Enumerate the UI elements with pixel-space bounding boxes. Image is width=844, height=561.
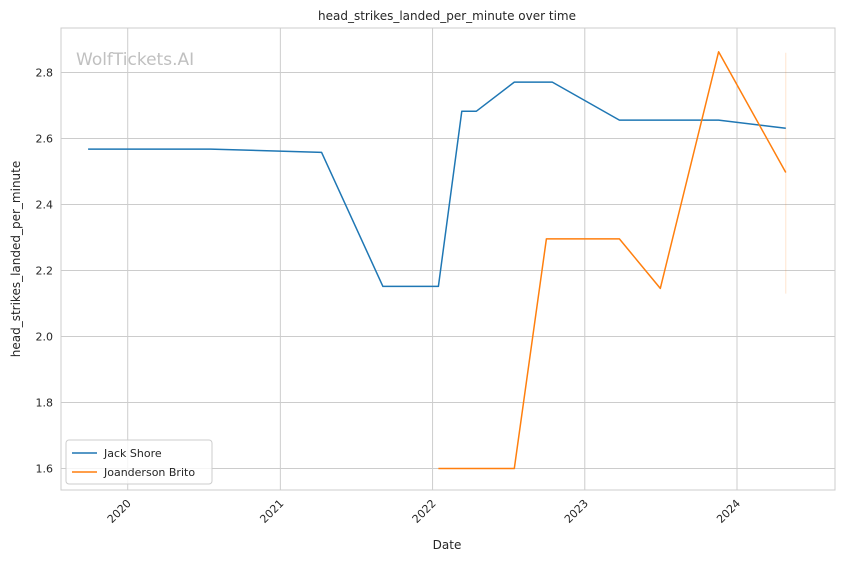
y-axis-ticks: 1.6 1.8 2.0 2.2 2.4 2.6 2.8 bbox=[36, 67, 54, 476]
x-tick-label: 2020 bbox=[105, 497, 134, 526]
y-tick-label: 2.8 bbox=[36, 67, 54, 80]
x-axis-label: Date bbox=[433, 538, 462, 552]
legend-box bbox=[65, 439, 213, 485]
legend: Jack Shore Joanderson Brito bbox=[65, 439, 213, 485]
x-tick-label: 2022 bbox=[410, 497, 439, 526]
y-axis-label: head_strikes_landed_per_minute bbox=[9, 161, 23, 358]
y-tick-label: 1.6 bbox=[36, 463, 54, 476]
legend-label: Jack Shore bbox=[103, 447, 162, 460]
watermark-text: WolfTickets.AI bbox=[76, 50, 194, 70]
legend-label: Joanderson Brito bbox=[103, 466, 195, 479]
x-tick-label: 2024 bbox=[714, 497, 743, 526]
y-tick-label: 2.2 bbox=[36, 265, 54, 278]
series-line bbox=[438, 51, 787, 470]
y-tick-label: 2.0 bbox=[36, 331, 54, 344]
grid bbox=[61, 28, 835, 490]
y-tick-label: 1.8 bbox=[36, 397, 54, 410]
series-line bbox=[88, 81, 786, 288]
plot-frame bbox=[60, 27, 836, 491]
x-axis-ticks: 2020 2021 2022 2023 2024 bbox=[105, 497, 743, 526]
x-tick-label: 2023 bbox=[562, 497, 591, 526]
x-tick-label: 2021 bbox=[257, 497, 286, 526]
y-tick-label: 2.4 bbox=[36, 199, 54, 212]
y-tick-label: 2.6 bbox=[36, 133, 54, 146]
chart-title: head_strikes_landed_per_minute over time bbox=[318, 9, 576, 23]
series-lines bbox=[88, 51, 787, 470]
